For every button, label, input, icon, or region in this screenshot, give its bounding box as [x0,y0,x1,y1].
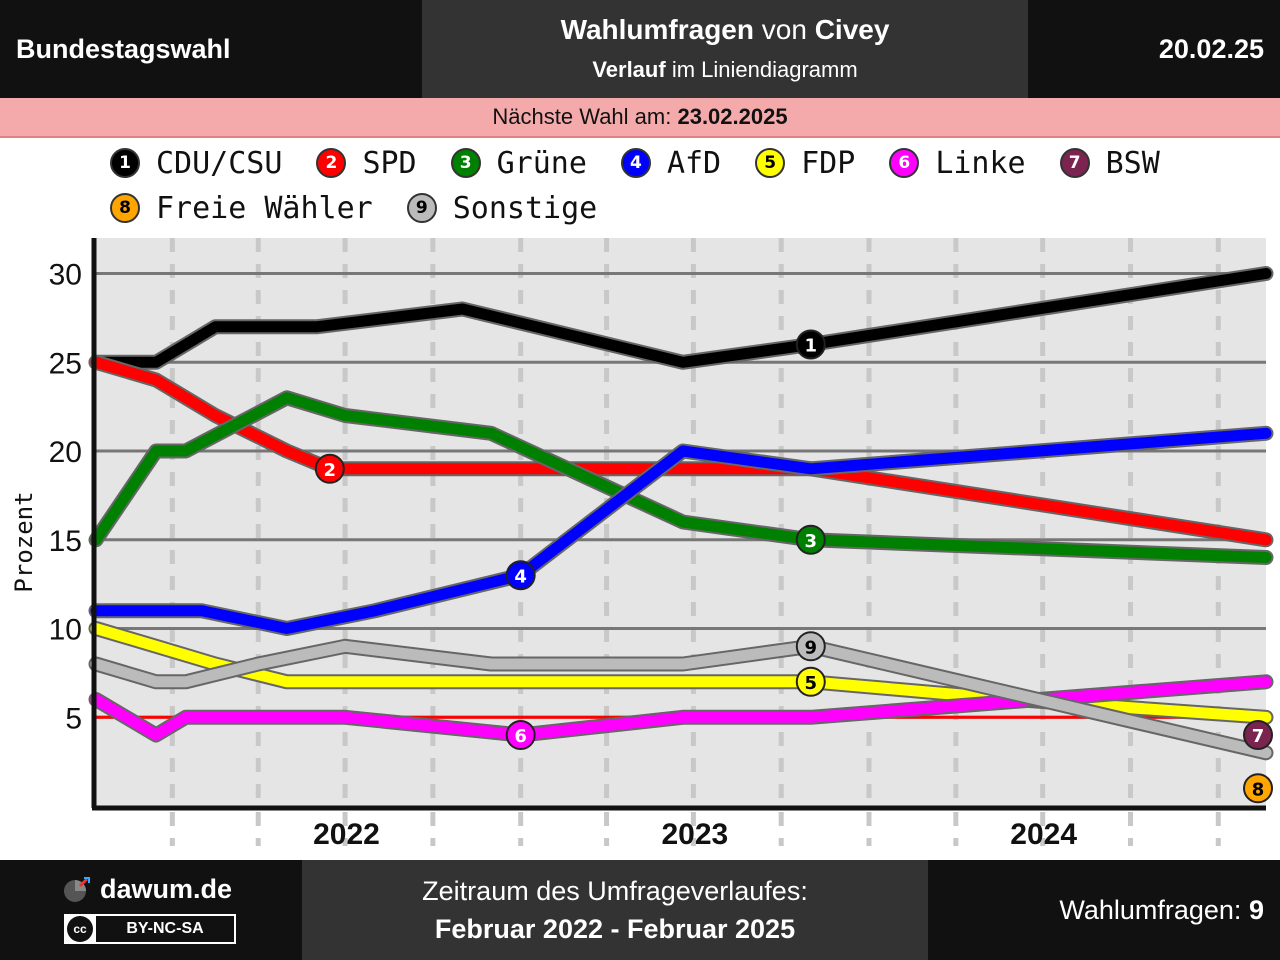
series-marker-label: 8 [1252,779,1265,800]
legend-marker: 7 [1059,148,1090,178]
poll-count-value: 9 [1248,895,1264,925]
legend-label: FDP [801,145,856,181]
brand-logo-icon [64,876,90,902]
footer-brand-box: dawum.de cc BY-NC-SA [0,860,302,960]
series-line [90,676,1272,741]
license-badge: cc BY-NC-SA [64,914,236,944]
period-label: Zeitraum des Umfrageverlaufes: [422,876,808,906]
brand: dawum.de [62,874,232,905]
line-chart: 1 2 3 4 5 6 7 8 9 5 10 15 20 25 30 Prozent 2022 2023 2024 [10,238,1274,851]
next-election-date: 23.02.2025 [677,104,788,129]
legend-label: Sonstige [452,190,598,226]
legend-marker: 3 [450,148,481,178]
series-marker-label: 4 [514,566,527,587]
y-tick-label: 5 [65,702,82,735]
series-marker [1243,773,1273,804]
y-tick-label: 15 [49,525,82,558]
legend-marker: 6 [889,148,920,178]
legend-marker: 9 [406,193,437,223]
series-marker [314,453,345,484]
series-marker-label: 7 [1252,726,1265,747]
legend-item: 6 Linke [889,145,1026,181]
series-line [90,640,1272,759]
series-line [90,392,1272,563]
election-name: Bundestagswahl [16,34,231,64]
y-tick-label: 10 [49,614,82,647]
y-tick-label: 20 [49,436,82,469]
legend-item: 7 BSW [1059,145,1160,181]
x-tick-label: 2022 [313,818,380,851]
legend-row: 1 CDU/CSU 2 SPD 3 Grüne 4 AfD 5 FDP 6 Linke 7 BSW [110,142,1194,184]
legend-item: 1 CDU/CSU [110,146,282,181]
series-line [90,268,1272,368]
chart-title: Wahlumfragen von Civey [560,14,890,45]
legend-item: 4 AfD [620,145,722,181]
legend-label: Linke [935,145,1026,181]
legend-item: 2 SPD [316,145,417,181]
cc-icon: cc [67,916,93,942]
y-tick-label: 25 [49,347,82,380]
series-marker-label: 9 [805,637,818,658]
legend-label: Freie Wähler [156,190,373,226]
legend-label: AfD [666,145,722,181]
next-election-label: Nächste Wahl am: [492,104,672,129]
legend-item: 9 Sonstige [406,190,598,226]
legend-item: 5 FDP [755,146,855,181]
legend-marker: 2 [316,148,347,178]
series-marker [505,720,536,750]
series-marker-label: 3 [805,531,818,552]
series-marker [795,631,826,662]
header-bar: Bundestagswahl Wahlumfragen von Civey Ve… [0,0,1280,98]
poll-count: Wahlumfragen: 9 [1059,860,1264,960]
series-marker [505,560,536,591]
series-marker [795,666,826,697]
x-tick-label: 2023 [661,818,728,851]
series-marker-label: 5 [805,673,818,694]
y-axis-label: Prozent [10,491,38,592]
series-marker [1243,720,1273,750]
legend-marker: 5 [755,148,786,178]
brand-name: dawum.de [100,874,233,904]
license-label: BY-NC-SA [96,916,234,942]
period-value: Februar 2022 - Februar 2025 [434,914,796,944]
legend-label: Grüne [496,145,587,181]
series-marker-label: 6 [514,726,527,747]
footer-bar: dawum.de cc BY-NC-SA Zeitraum des Umfrag… [0,860,1280,960]
series-marker [795,329,826,360]
legend-marker: 8 [110,193,140,223]
footer-period-box: Zeitraum des Umfrageverlaufes: Februar 2… [302,860,928,960]
legend-marker: 4 [620,148,651,178]
series-marker [795,524,826,555]
series-line [90,427,1272,634]
poll-count-label: Wahlumfragen: [1059,895,1242,925]
series-marker-label: 2 [324,460,337,481]
series-marker-label: 1 [805,336,818,357]
next-election-band: Nächste Wahl am: 23.02.2025 [0,98,1280,138]
x-tick-label: 2024 [1010,818,1077,851]
chart-subtitle: Verlauf im Liniendiagramm [592,57,858,82]
legend-row: 8 Freie Wähler 9 Sonstige [110,187,631,229]
legend-item: 8 Freie Wähler [110,191,373,226]
legend-label: BSW [1105,145,1160,181]
legend-item: 3 Grüne [450,145,587,181]
legend-label: SPD [362,145,417,181]
title-box: Wahlumfragen von Civey Verlauf im Linien… [422,0,1028,98]
legend-marker: 1 [110,148,140,178]
series-line [90,623,1272,723]
header-date: 20.02.25 [1158,34,1264,64]
legend-label: CDU/CSU [156,145,283,181]
y-tick-label: 30 [49,259,82,292]
